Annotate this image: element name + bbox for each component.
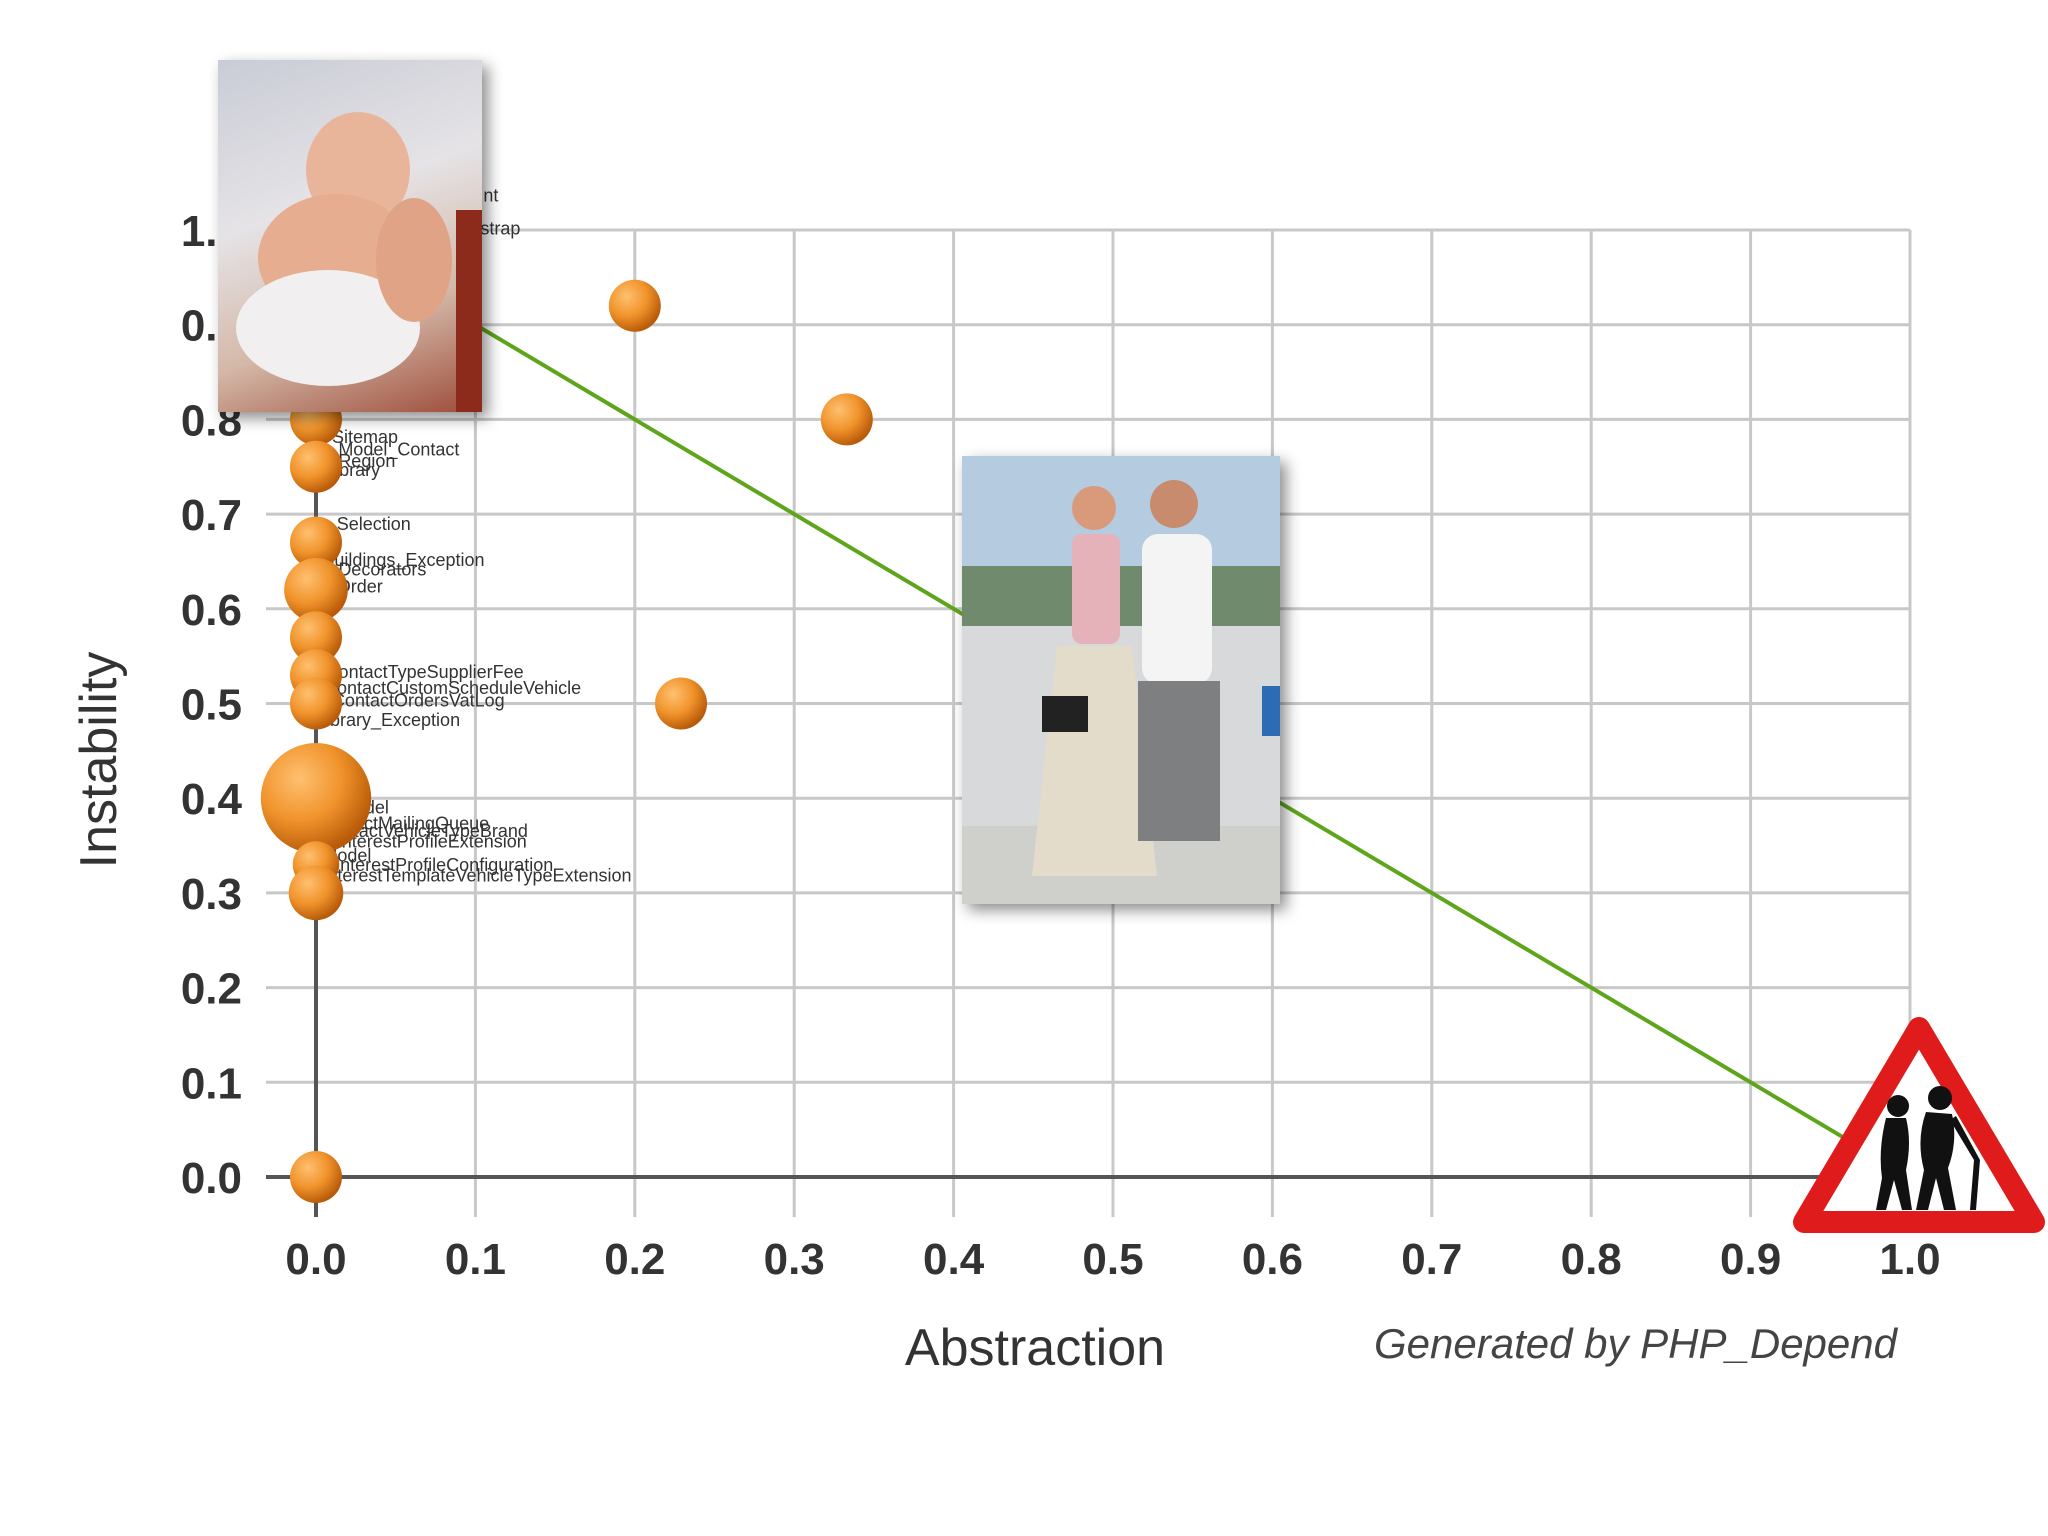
point-label: ContactOrdersVatLog [332,690,505,710]
point-label: Library_Exception [316,710,460,731]
data-point [290,611,342,664]
x-tick-label: 0.1 [445,1235,506,1284]
data-point [290,677,342,730]
point-label: Decorators [338,560,426,580]
x-tick-labels: 0.0 0.1 0.2 0.3 0.4 0.5 0.6 0.7 0.8 0.9 1.0 [285,1235,1940,1284]
data-points [260,279,873,1203]
data-point [290,1151,342,1203]
point-labels: nt tstrap SitemapModel_ContactRegionibrary… [316,186,632,886]
data-point [820,393,873,446]
point-label: InterestProfileConfiguration [335,855,553,875]
y-tick-label: 0.4 [181,775,243,824]
data-point [655,677,708,730]
x-tick-label: 0.0 [285,1235,346,1284]
x-tick-label: 0.9 [1720,1235,1781,1284]
x-tick-label: 0.6 [1242,1235,1303,1284]
point-label: ContactVehicleTypeBrand [321,821,528,841]
x-axis-title: Abstraction [905,1319,1165,1377]
point-label: Sitemap [332,427,398,447]
y-tick-label: 0.5 [181,681,242,730]
baby-photo [218,60,482,412]
generator-credit: Generated by PHP_Depend [1374,1320,1899,1367]
y-tick-label: 0.2 [181,965,242,1014]
y-axis-title: Instability [70,652,128,869]
y-tick-label: 0.1 [181,1059,242,1108]
y-tick-label: 0.7 [181,491,242,540]
data-point [260,743,372,854]
data-point [284,558,348,622]
data-point [288,865,344,921]
point-label: nt [483,186,498,206]
point-label: Buildings_Exception [322,550,484,571]
data-point [608,279,661,332]
point-label: ibrary [335,460,380,480]
y-tick-label: 0.0 [181,1154,242,1203]
x-tick-label: 0.4 [923,1235,985,1284]
point-label: tstrap [475,219,520,239]
x-tick-label: 0.3 [764,1235,825,1284]
data-point [290,440,342,493]
point-label: Region [338,451,395,471]
x-tick-label: 0.7 [1401,1235,1462,1284]
point-label: InterestTemplateVehicleTypeExtension [322,866,631,886]
point-label: Selection [337,514,411,534]
point-label: ContactTypeSupplierFee [326,662,524,682]
data-point [290,516,342,569]
point-label: Model_Contact [338,439,459,460]
couple-photo [962,456,1280,904]
x-tick-label: 0.2 [604,1235,665,1284]
x-tick-label: 0.8 [1561,1235,1622,1284]
point-label: Order [337,577,383,597]
y-tick-label: 0.6 [181,586,242,635]
point-label: ContactCustomScheduleVehicle [324,678,581,698]
point-label: InterestProfileExtension [337,831,527,851]
x-tick-label: 0.5 [1082,1235,1143,1284]
x-tick-label: 1.0 [1879,1235,1940,1284]
elderly-crossing-warning-icon [1793,1017,2045,1233]
y-tick-label: 0.3 [181,870,242,919]
